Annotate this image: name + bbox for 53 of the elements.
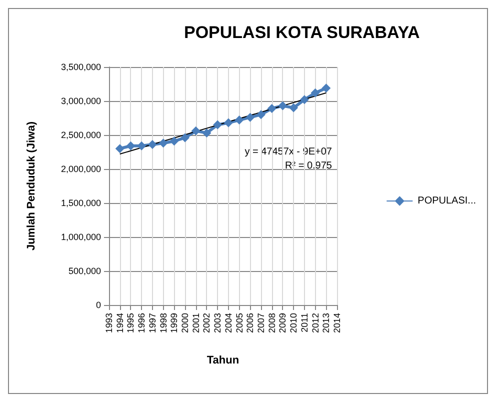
x-tick-label: 1999 xyxy=(169,313,180,334)
x-tick-label: 2008 xyxy=(266,313,277,334)
point xyxy=(256,110,266,120)
point xyxy=(170,136,179,146)
x-tick-label: 2001 xyxy=(190,313,201,334)
y-tick-label: 3,000,000 xyxy=(60,96,101,106)
x-axis-title: Tahun xyxy=(206,354,240,366)
point xyxy=(234,116,244,125)
x-tick-label: 1994 xyxy=(114,313,125,334)
point xyxy=(278,101,288,110)
x-tick-label: 1995 xyxy=(126,313,136,334)
x-tick-label: 2011 xyxy=(299,313,310,332)
x-tick-label: 1996 xyxy=(136,313,147,334)
x-tick-label: 1997 xyxy=(147,313,158,334)
x-tick-label: 2000 xyxy=(180,313,190,334)
x-tick-label: 2010 xyxy=(288,313,299,334)
point xyxy=(191,126,200,136)
chart-title: POPULASI KOTA SURABAYA xyxy=(184,23,420,42)
x-tick-label: 2014 xyxy=(332,313,342,334)
y-tick-label: 2,500,000 xyxy=(60,130,101,140)
y-axis-title: Jumlah Penduduk (Jiwa) xyxy=(26,121,38,250)
x-tick-label: 1998 xyxy=(158,313,168,334)
x-tick-label: 2002 xyxy=(202,313,212,334)
point xyxy=(224,118,233,128)
x-tick-label: 2012 xyxy=(310,313,320,334)
y-tick-label: 1,500,000 xyxy=(60,198,101,208)
x-tick-label: 2009 xyxy=(278,313,288,334)
y-tick-label: 1,000,000 xyxy=(60,232,101,242)
x-tick-label: 1993 xyxy=(104,313,114,334)
point xyxy=(289,103,298,112)
point xyxy=(202,128,212,138)
x-tick-label: 2004 xyxy=(223,313,234,334)
point xyxy=(137,141,146,150)
y-tick-label: 500,000 xyxy=(68,266,101,276)
x-tick-label: 2005 xyxy=(234,313,244,334)
y-tick-label: 3,500,000 xyxy=(60,62,101,72)
point xyxy=(300,95,309,104)
point xyxy=(246,112,255,122)
point xyxy=(180,133,190,142)
y-tick-label: 0 xyxy=(96,300,101,310)
point xyxy=(213,120,222,130)
y-tick-label: 2,000,000 xyxy=(60,164,101,174)
x-tick-label: 2007 xyxy=(256,313,266,334)
point xyxy=(322,84,331,93)
x-tick-label: 2013 xyxy=(321,313,332,334)
point xyxy=(267,104,276,113)
point xyxy=(115,144,124,154)
point xyxy=(148,140,157,150)
point xyxy=(158,138,168,148)
legend-label: POPULASI... xyxy=(418,196,476,206)
point xyxy=(310,88,320,98)
x-tick-label: 2003 xyxy=(212,313,223,334)
x-tick-label: 2006 xyxy=(245,313,256,334)
